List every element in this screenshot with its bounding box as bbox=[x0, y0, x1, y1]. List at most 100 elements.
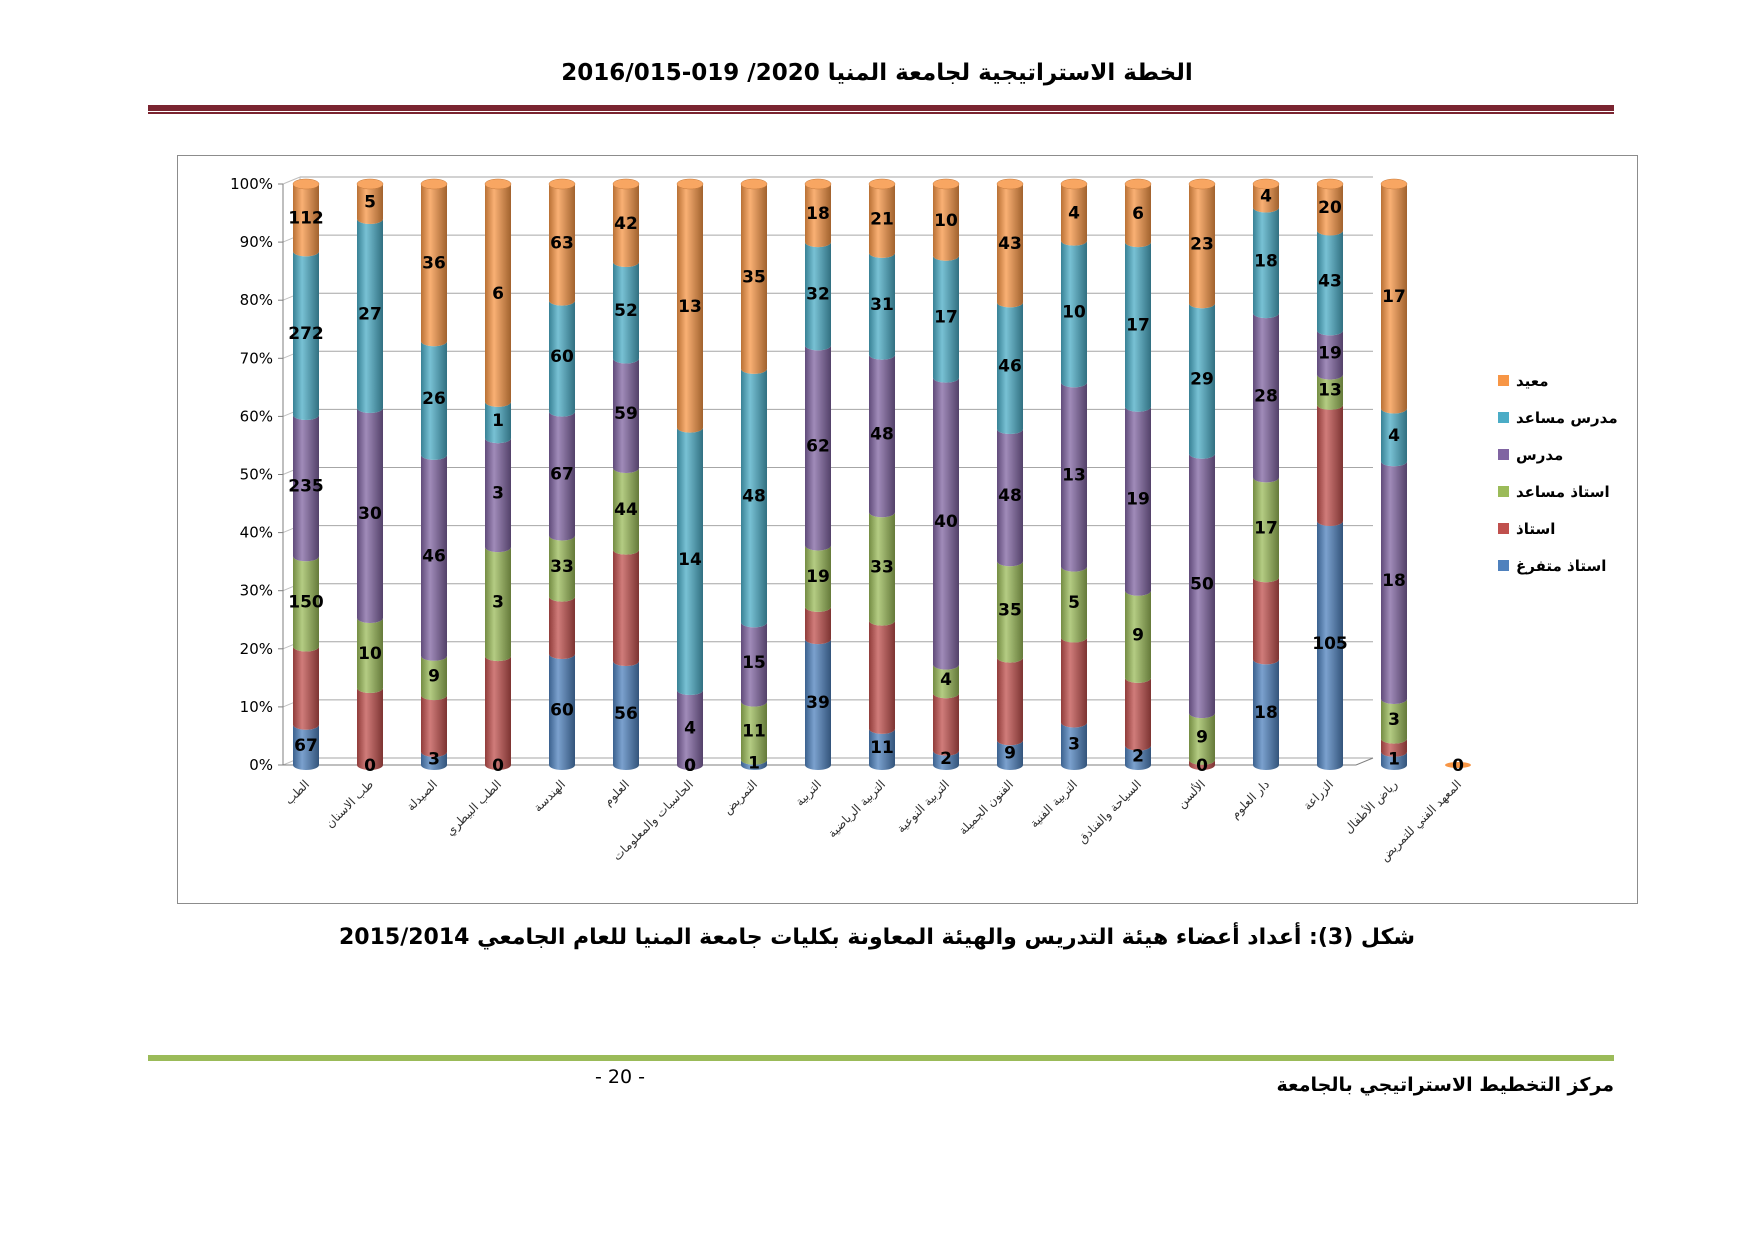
bar-segment bbox=[485, 547, 511, 662]
data-label: 3 bbox=[1068, 735, 1080, 755]
legend-label: مدرس مساعد bbox=[1516, 409, 1618, 427]
bar-segment bbox=[805, 184, 831, 248]
data-label: 21 bbox=[870, 209, 894, 229]
data-label: 19 bbox=[806, 567, 830, 587]
data-label: 50 bbox=[1190, 574, 1214, 594]
data-label: 17 bbox=[1254, 518, 1278, 538]
bar-segment bbox=[485, 401, 511, 444]
bar-segment bbox=[933, 750, 959, 770]
legend: معيد مدرس مساعد مدرس استاذ مساعد استاذ استاذ … bbox=[1498, 372, 1618, 575]
data-label: 31 bbox=[870, 295, 894, 315]
bar-segment bbox=[869, 184, 895, 258]
data-label: 28 bbox=[1254, 386, 1278, 406]
y-tick-label: 90% bbox=[240, 233, 273, 251]
bar-segment bbox=[933, 377, 959, 670]
bar-segment bbox=[1125, 745, 1151, 770]
data-label: 67 bbox=[550, 465, 574, 485]
bar-segment bbox=[613, 358, 639, 474]
bar-segment bbox=[1125, 590, 1151, 683]
data-label: 20 bbox=[1318, 198, 1342, 218]
data-label: 63 bbox=[550, 233, 574, 253]
category-label: رياض الأطفال bbox=[1341, 776, 1401, 836]
bar-top-cap bbox=[996, 178, 1024, 190]
bar-segment bbox=[1189, 759, 1215, 770]
bar-stack bbox=[356, 178, 384, 770]
bar-segment bbox=[613, 549, 639, 667]
bar-segment bbox=[421, 655, 447, 701]
data-label: 60 bbox=[550, 700, 574, 720]
bar-segment bbox=[357, 618, 383, 693]
bar-stack bbox=[868, 178, 896, 770]
data-label: 0 bbox=[684, 756, 696, 776]
bar-segment bbox=[1253, 313, 1279, 483]
category-label: دار العلوم bbox=[1228, 777, 1273, 822]
bar-top-cap bbox=[292, 178, 320, 190]
legend-label: استاذ bbox=[1516, 520, 1555, 538]
bar-segment bbox=[549, 653, 575, 770]
bar-segment bbox=[1381, 408, 1407, 467]
data-label: 13 bbox=[678, 297, 702, 317]
footer-org-name: مركز التخطيط الاستراتيجي بالجامعة bbox=[1276, 1074, 1614, 1096]
data-label: 150 bbox=[288, 592, 324, 612]
legend-swatch bbox=[1498, 412, 1509, 423]
data-label: 6 bbox=[1132, 204, 1144, 224]
bar-stack bbox=[484, 178, 512, 770]
bar-stack bbox=[1252, 178, 1280, 770]
data-label: 4 bbox=[1068, 203, 1080, 223]
bar-segment bbox=[421, 695, 447, 757]
data-label: 5 bbox=[1068, 593, 1080, 613]
bar-segment bbox=[357, 688, 383, 770]
legend-label: استاذ مساعد bbox=[1516, 483, 1610, 501]
bar-segment bbox=[805, 639, 831, 770]
data-label: 40 bbox=[934, 512, 958, 532]
data-label: 62 bbox=[806, 436, 830, 456]
data-labels: 6715023527211201030275394626360331660336… bbox=[288, 187, 1464, 776]
bar-segment bbox=[1317, 520, 1343, 770]
data-label: 3 bbox=[492, 484, 504, 504]
y-tick-label: 40% bbox=[240, 524, 273, 542]
bar-stack bbox=[1380, 178, 1408, 770]
bar-segment bbox=[933, 184, 959, 261]
bar-segment bbox=[869, 728, 895, 770]
data-label: 3 bbox=[428, 749, 440, 769]
data-label: 56 bbox=[614, 704, 638, 724]
category-label: التربية النوعية bbox=[894, 777, 953, 836]
header-rule bbox=[148, 105, 1614, 111]
data-label: 60 bbox=[550, 347, 574, 367]
data-label: 2 bbox=[1132, 746, 1144, 766]
bar-stack bbox=[1445, 762, 1471, 768]
bar-segment bbox=[741, 701, 767, 765]
bar-segment bbox=[741, 184, 767, 374]
data-label: 27 bbox=[358, 305, 382, 325]
data-label: 18 bbox=[1382, 571, 1406, 591]
data-label: 17 bbox=[934, 308, 958, 328]
data-label: 67 bbox=[294, 736, 318, 756]
data-label: 112 bbox=[288, 209, 324, 229]
bar-segment bbox=[1381, 738, 1407, 757]
bar-segment bbox=[1317, 330, 1343, 380]
y-tick-label: 0% bbox=[249, 756, 273, 774]
data-label: 15 bbox=[742, 653, 766, 673]
category-label: الطب bbox=[282, 777, 312, 807]
category-label: التربية الرياضية bbox=[825, 777, 889, 841]
legend-swatch bbox=[1498, 523, 1509, 534]
data-label: 39 bbox=[806, 693, 830, 713]
bar-segment bbox=[293, 646, 319, 730]
data-label: 18 bbox=[806, 204, 830, 224]
bar-segment bbox=[613, 184, 639, 267]
bar-top-cap bbox=[420, 178, 448, 190]
legend-swatch bbox=[1498, 486, 1509, 497]
bar-segment bbox=[1381, 184, 1407, 414]
data-label: 10 bbox=[358, 644, 382, 664]
bar-segment bbox=[869, 512, 895, 626]
bar-segment bbox=[1061, 566, 1087, 643]
bar-segment bbox=[485, 438, 511, 553]
page-number: - 20 - bbox=[595, 1066, 645, 1088]
data-label: 1 bbox=[748, 753, 760, 773]
category-label: التربية bbox=[793, 777, 825, 809]
y-axis-ticks: 0% 10% 20% 30% 40% 50% 60% 70% 80% 90% 100% bbox=[230, 175, 283, 774]
bar-top-cap bbox=[356, 178, 384, 190]
data-label: 18 bbox=[1254, 251, 1278, 271]
data-label: 3 bbox=[1388, 710, 1400, 730]
floor-right-edge bbox=[1355, 757, 1374, 766]
